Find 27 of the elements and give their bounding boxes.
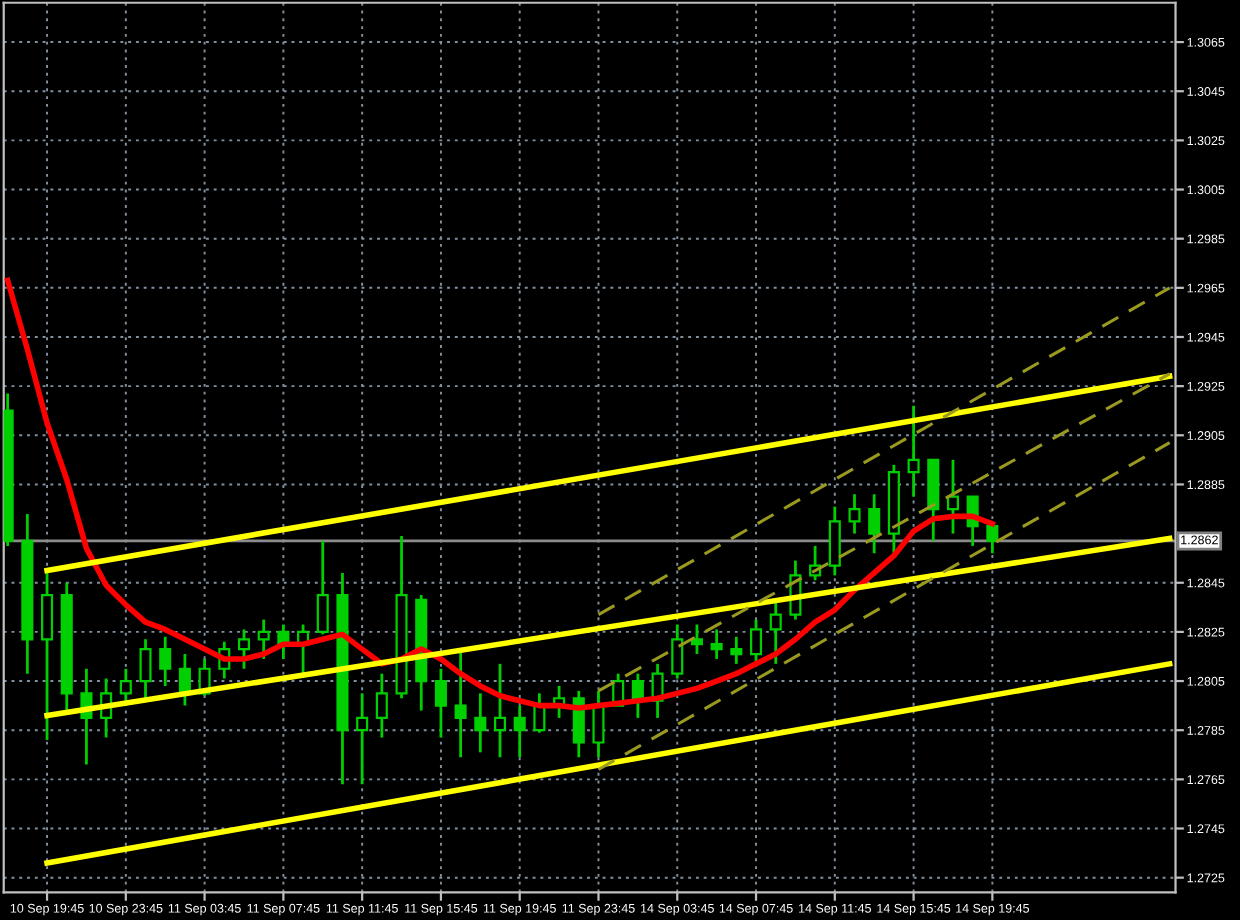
- candlestick: [474, 691, 487, 754]
- candlestick: [454, 647, 467, 759]
- candlestick: [710, 628, 723, 661]
- candlestick: [41, 569, 54, 742]
- candlestick: [868, 492, 881, 555]
- candlestick: [257, 618, 270, 661]
- candlestick: [159, 635, 172, 688]
- candlestick: [769, 598, 782, 666]
- candlestick: [828, 505, 841, 577]
- candlestick: [356, 691, 369, 786]
- candlestick: [750, 618, 763, 666]
- candlestick: [730, 635, 743, 666]
- candlestick: [848, 492, 861, 535]
- candlestick: [671, 623, 684, 680]
- candlestick: [592, 689, 605, 759]
- candlestick: [434, 667, 447, 739]
- candlestick: [986, 524, 999, 555]
- candlestick: [946, 458, 960, 535]
- candlestick: [316, 539, 329, 636]
- candlestick: [493, 662, 507, 759]
- candlestick: [690, 623, 703, 656]
- candlestick: [237, 628, 251, 671]
- candlestick: [375, 672, 388, 739]
- candlestick: [513, 704, 526, 759]
- candlestick: [139, 637, 152, 703]
- candlestick: [907, 404, 920, 499]
- candlestick: [572, 689, 585, 759]
